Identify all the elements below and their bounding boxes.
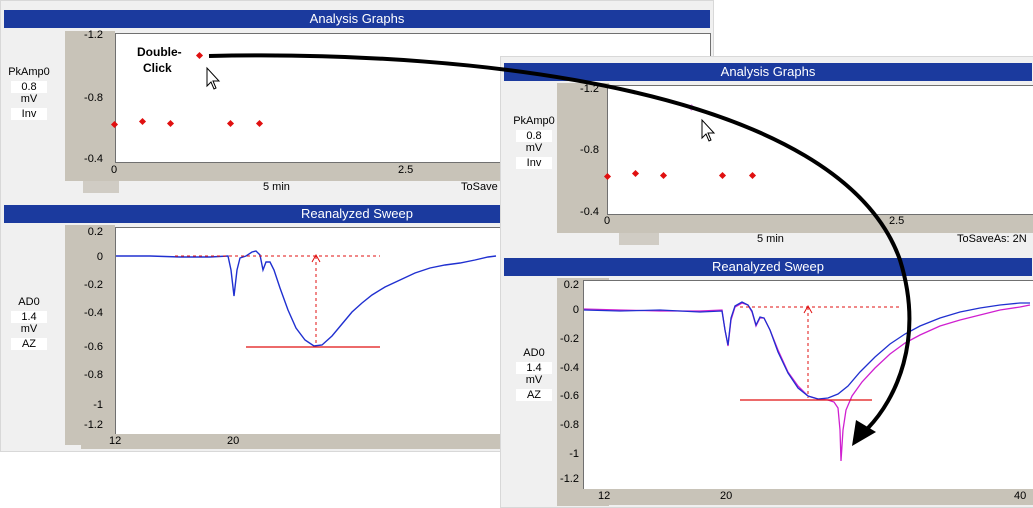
y-tick: -0.8 xyxy=(580,144,599,156)
x-tick: 12 xyxy=(109,435,122,447)
y-tick: -0.8 xyxy=(560,419,579,431)
y-tick: -0.6 xyxy=(560,390,579,402)
save-status: ToSaveAs: 2N xyxy=(957,233,1027,245)
y-tick: -1 xyxy=(569,448,579,460)
y-tick: 0 xyxy=(572,304,579,316)
data-point-selected[interactable] xyxy=(195,51,204,60)
graph-footer-strip: 5 min ToSaveAs: 2N xyxy=(557,233,1033,247)
x-tick: 2.5 xyxy=(889,215,905,227)
data-point[interactable] xyxy=(603,172,612,181)
y-axis-gutter xyxy=(65,225,115,445)
channel-unit: mV xyxy=(20,93,38,105)
left-peak-markers xyxy=(110,51,264,129)
y-tick: -0.8 xyxy=(84,369,103,381)
data-point[interactable] xyxy=(226,119,235,128)
x-tick: 20 xyxy=(227,435,240,447)
y-tick: -1.2 xyxy=(84,419,103,431)
channel-mode: Inv xyxy=(516,157,552,169)
y-tick: -0.2 xyxy=(84,279,103,291)
double-click-callout: Double- Click xyxy=(137,44,182,76)
y-tick: -1.2 xyxy=(560,473,579,485)
mouse-cursor-icon xyxy=(701,118,716,142)
y-axis-gutter xyxy=(557,83,609,233)
channel-mode: AZ xyxy=(11,338,47,350)
channel-value: 1.4 xyxy=(11,311,47,323)
x-tick: 12 xyxy=(598,490,611,502)
channel-mode: Inv xyxy=(11,108,47,120)
mouse-cursor-icon xyxy=(206,66,221,90)
y-tick: -0.2 xyxy=(560,333,579,345)
data-point[interactable] xyxy=(166,119,175,128)
data-point[interactable] xyxy=(138,117,147,126)
y-tick: -0.4 xyxy=(84,307,103,319)
curved-arrow xyxy=(208,53,912,430)
y-tick: -0.4 xyxy=(84,153,103,165)
x-axis-bar xyxy=(607,215,1033,233)
channel-mode: AZ xyxy=(516,389,552,401)
y-axis-gutter xyxy=(65,31,115,181)
channel-value: 0.8 xyxy=(516,130,552,142)
y-tick: -1.2 xyxy=(84,29,103,41)
x-axis-bar xyxy=(583,489,1033,505)
right-sweep-trace-new xyxy=(583,302,1031,462)
data-point[interactable] xyxy=(748,171,757,180)
x-tick: 0 xyxy=(604,215,611,227)
right-window: Analysis Graphs PkAmp0 0.8 mV Inv -1.2 -… xyxy=(500,56,1033,508)
y-tick: 0 xyxy=(96,251,103,263)
analysis-plot[interactable] xyxy=(607,85,1033,215)
y-tick: -0.4 xyxy=(560,362,579,374)
channel-value: 0.8 xyxy=(11,81,47,93)
graph-footer-box xyxy=(619,233,659,245)
x-tick: 20 xyxy=(720,490,733,502)
right-measurement xyxy=(740,304,900,401)
x-unit-label: 5 min xyxy=(263,181,290,193)
pkamp0-side-panel[interactable]: PkAmp0 0.8 mV Inv xyxy=(4,66,54,120)
right-sweep-trace-original xyxy=(583,301,1030,400)
channel-name: PkAmp0 xyxy=(8,66,50,78)
callout-line: Double- xyxy=(137,45,182,59)
graph-footer-box xyxy=(83,181,119,193)
x-tick: 0 xyxy=(111,164,118,176)
channel-unit: mV xyxy=(20,323,38,335)
x-tick: 40 xyxy=(1014,490,1027,502)
ad0-side-panel[interactable]: AD0 1.4 mV AZ xyxy=(4,296,54,350)
data-point[interactable] xyxy=(718,171,727,180)
y-tick: 0.2 xyxy=(563,279,579,291)
analysis-graphs-title: Analysis Graphs xyxy=(4,10,710,28)
ad0-side-panel[interactable]: AD0 1.4 mV AZ xyxy=(509,347,559,401)
y-tick: -0.8 xyxy=(84,92,103,104)
channel-name: AD0 xyxy=(523,347,545,359)
channel-unit: mV xyxy=(525,142,543,154)
left-measurement xyxy=(175,253,380,348)
x-tick: 2.5 xyxy=(398,164,414,176)
y-tick: -1 xyxy=(93,399,103,411)
channel-name: PkAmp0 xyxy=(513,115,555,127)
callout-line: Click xyxy=(143,61,172,75)
data-point[interactable] xyxy=(110,120,119,129)
channel-unit: mV xyxy=(525,374,543,386)
data-point[interactable] xyxy=(631,169,640,178)
arrow-head-icon xyxy=(852,420,876,446)
data-point[interactable] xyxy=(255,119,264,128)
pkamp0-side-panel[interactable]: PkAmp0 0.8 mV Inv xyxy=(509,115,559,169)
y-tick: 0.2 xyxy=(87,226,103,238)
channel-value: 1.4 xyxy=(516,362,552,374)
left-sweep-trace xyxy=(116,250,497,347)
y-tick: -1.2 xyxy=(580,83,599,95)
y-tick: -0.4 xyxy=(580,206,599,218)
x-unit-label: 5 min xyxy=(757,233,784,245)
right-peak-markers xyxy=(603,103,757,181)
channel-name: AD0 xyxy=(18,296,40,308)
y-tick: -0.6 xyxy=(84,341,103,353)
save-status: ToSave xyxy=(461,181,498,193)
analysis-graphs-title: Analysis Graphs xyxy=(504,63,1032,81)
data-point[interactable] xyxy=(659,171,668,180)
